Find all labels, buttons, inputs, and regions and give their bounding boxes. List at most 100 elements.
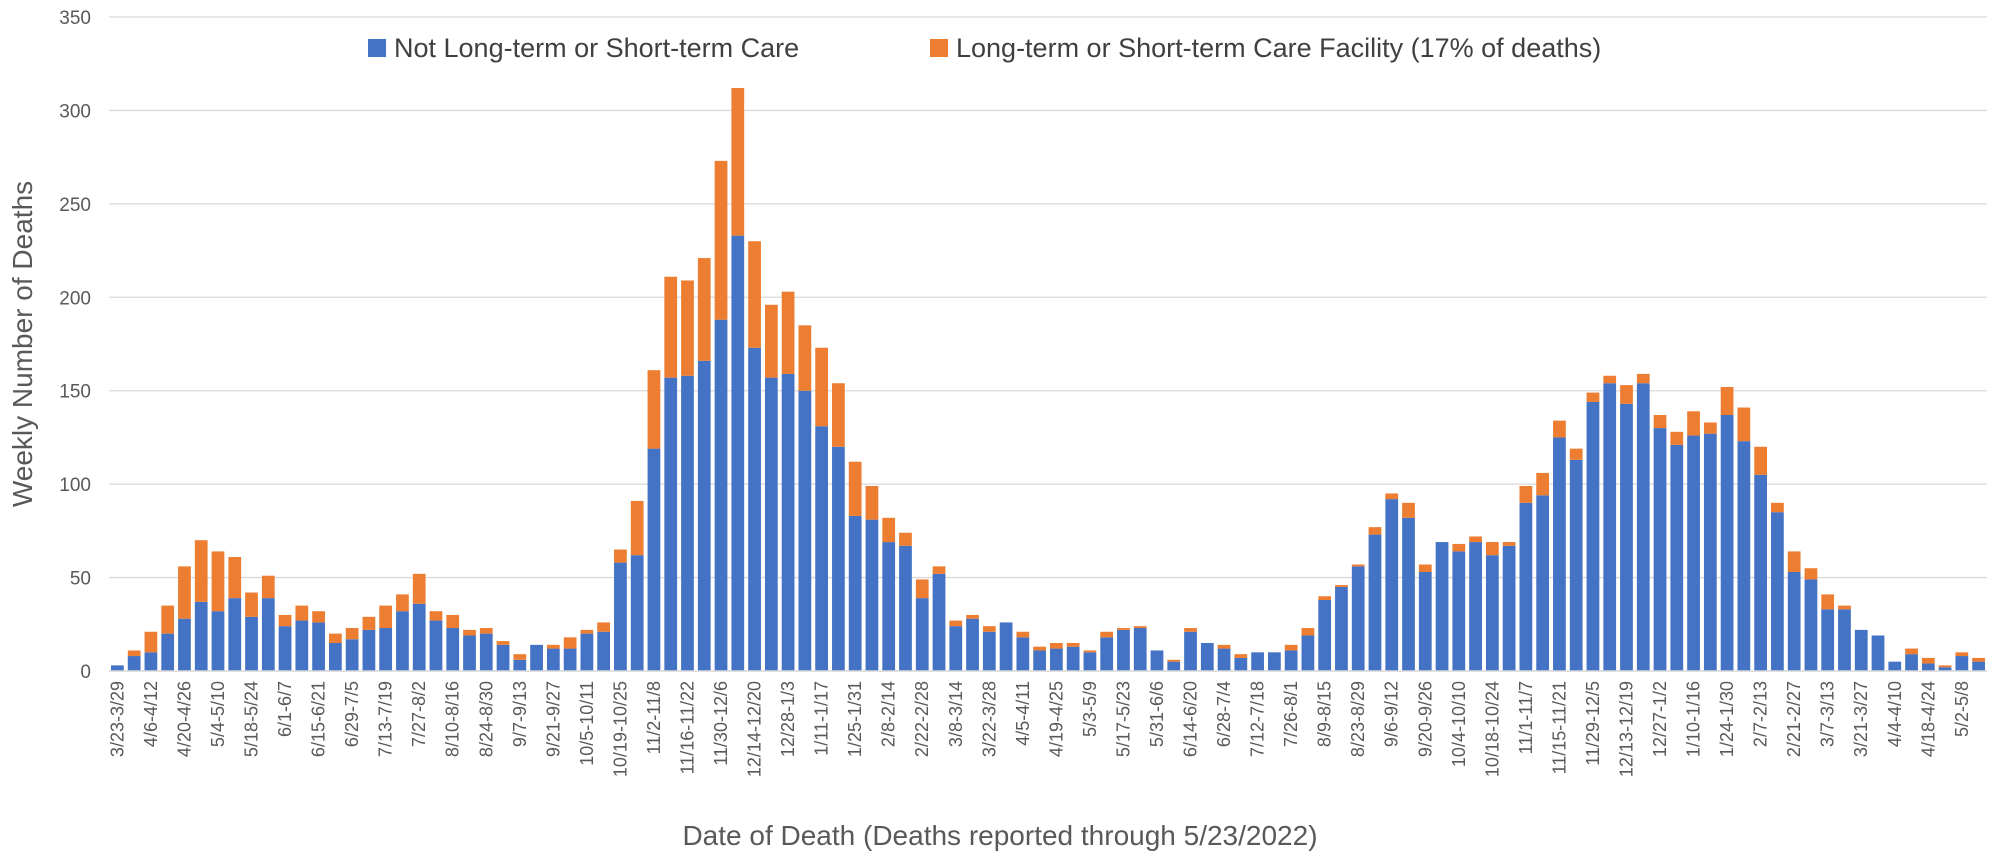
bar-segment: [614, 562, 627, 671]
bar-segment: [1133, 626, 1147, 629]
bar-segment: [614, 549, 627, 563]
bar-segment: [1771, 502, 1784, 513]
bar-segment: [1871, 635, 1885, 671]
bar-segment: [1251, 652, 1264, 671]
bar-segment: [1368, 534, 1382, 671]
bar-segment: [1351, 566, 1365, 671]
bar-segment: [630, 555, 644, 671]
bar-segment: [1838, 605, 1851, 610]
x-tick-label: 3/23-3/29: [107, 681, 127, 757]
y-tick-label: 250: [59, 195, 91, 216]
bar-segment: [580, 633, 594, 671]
bar-segment: [966, 618, 979, 671]
x-tick-label: 12/13-12/19: [1616, 681, 1636, 777]
bar-segment: [1921, 663, 1935, 671]
bar-segment: [982, 626, 996, 632]
y-axis-title: Weekly Number of Deaths: [7, 181, 38, 507]
bar-segment: [228, 598, 242, 671]
x-tick-label: 9/21-9/27: [543, 681, 563, 757]
bar-segment: [1469, 542, 1482, 671]
bar-segment: [1435, 542, 1449, 671]
bar-segment: [1536, 495, 1550, 671]
bar-segment: [429, 620, 443, 671]
bar-segment: [597, 631, 611, 671]
bar-segment: [1670, 444, 1684, 671]
bar-segment: [1787, 551, 1801, 572]
x-tick-label: 3/8-3/14: [946, 681, 966, 747]
bar-segment: [630, 500, 644, 556]
bar-segment: [1385, 493, 1399, 500]
bar-segment: [463, 629, 476, 636]
x-tick-label: 5/3-5/9: [1080, 681, 1100, 737]
bar-segment: [1569, 459, 1583, 671]
bar-segment: [144, 652, 158, 671]
bar-segment: [111, 665, 124, 671]
bar-segment: [479, 628, 493, 634]
bar-segment: [1737, 407, 1751, 442]
bar-segment: [1284, 644, 1298, 651]
bar-segment: [446, 614, 460, 629]
x-tick-label: 3/21-3/27: [1851, 681, 1871, 757]
bar-segment: [312, 611, 325, 623]
bar-segment: [211, 551, 225, 612]
x-tick-label: 1/24-1/30: [1717, 681, 1737, 757]
y-tick-label: 350: [59, 8, 91, 29]
x-tick-label: 2/21-2/27: [1784, 681, 1804, 757]
bar-segment: [1150, 650, 1164, 671]
bar-segment: [379, 605, 393, 629]
bar-segment: [278, 626, 292, 671]
bar-segment: [882, 542, 896, 671]
bar-segment: [1234, 657, 1248, 671]
bar-segment: [1502, 545, 1516, 671]
x-tick-label: 12/28-1/3: [778, 681, 798, 757]
x-tick-label: 4/5-4/11: [1013, 681, 1033, 746]
bar-segment: [479, 633, 493, 671]
legend-swatch: [368, 39, 386, 57]
bar-segment: [1385, 499, 1399, 671]
bar-segment: [1972, 661, 1985, 671]
bar-segment: [546, 648, 560, 671]
x-tick-label: 11/29-12/5: [1583, 681, 1603, 766]
bar-segment: [664, 276, 678, 378]
y-tick-label: 50: [70, 569, 91, 590]
bar-segment: [1670, 431, 1684, 445]
bar-segment: [396, 611, 409, 671]
x-tick-label: 11/2-11/8: [644, 681, 664, 754]
bar-segment: [647, 448, 661, 671]
bar-segment: [815, 347, 829, 427]
bar-segment: [714, 160, 728, 320]
bar-segment: [865, 519, 879, 671]
bar-segment: [764, 304, 778, 378]
bar-segment: [1636, 373, 1650, 384]
bar-segment: [328, 642, 342, 671]
bar-segment: [1838, 609, 1851, 671]
bar-segment: [1485, 542, 1499, 556]
bar-segment: [1653, 415, 1667, 429]
bar-segment: [1167, 659, 1181, 662]
x-tick-label: 10/18-10/24: [1482, 681, 1502, 777]
bar-segment: [563, 648, 577, 671]
x-tick-label: 4/20-4/26: [174, 681, 194, 757]
bar-segment: [194, 540, 208, 602]
x-tick-label: 2/7-2/13: [1751, 681, 1771, 747]
bar-segment: [1905, 648, 1918, 655]
bar-segment: [362, 616, 376, 630]
bar-segment: [1351, 564, 1365, 567]
y-tick-label: 200: [59, 288, 91, 309]
x-tick-label: 2/8-2/14: [879, 681, 899, 747]
x-tick-label: 1/11-1/17: [812, 681, 832, 756]
bar-segment: [764, 377, 778, 671]
x-tick-label: 6/15-6/21: [309, 681, 329, 757]
bar-segment: [1620, 403, 1633, 671]
x-tick-label: 11/16-11/22: [677, 681, 697, 774]
bar-segment: [1938, 667, 1952, 671]
x-tick-label: 5/4-5/10: [208, 681, 228, 747]
bar-segment: [832, 383, 845, 447]
bar-segment: [748, 241, 761, 348]
bar-segment: [1033, 650, 1046, 671]
x-tick-label: 5/18-5/24: [242, 681, 262, 757]
bar-segment: [245, 616, 258, 671]
bar-segment: [278, 614, 292, 627]
y-tick-label: 150: [59, 382, 91, 403]
bar-segment: [1083, 650, 1097, 653]
